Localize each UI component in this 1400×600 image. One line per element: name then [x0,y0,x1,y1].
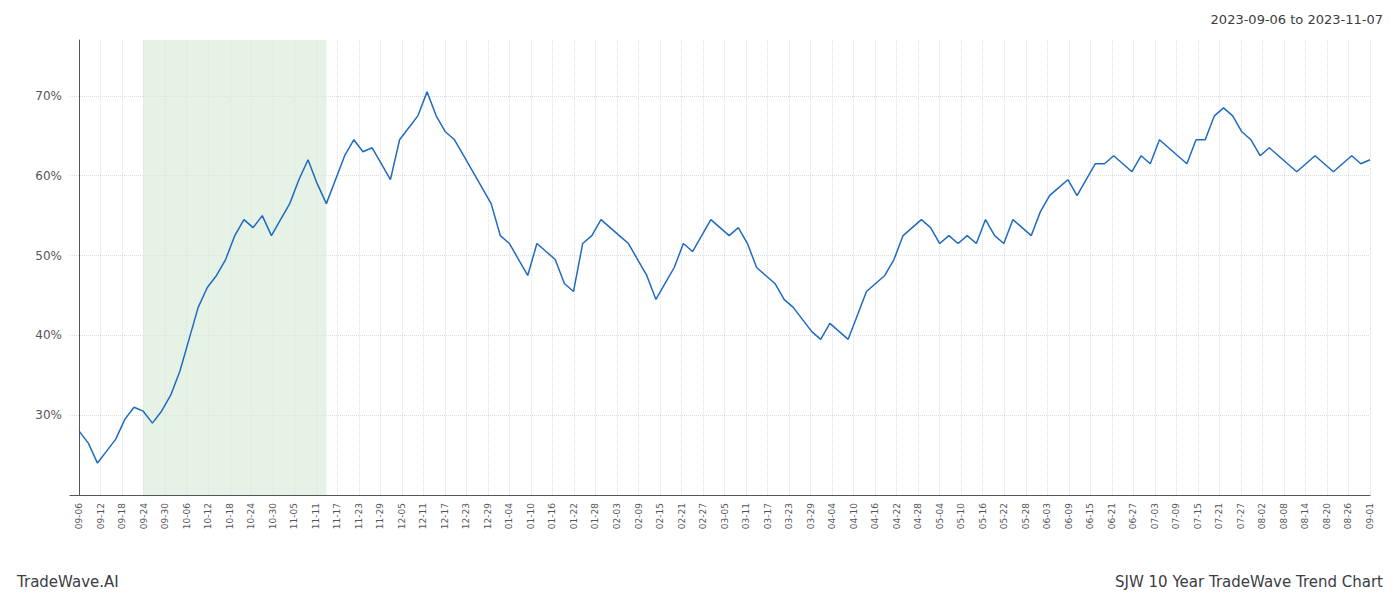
svg-text:01-16: 01-16 [547,503,557,529]
svg-text:11-05: 11-05 [289,503,299,529]
svg-text:06-21: 06-21 [1107,503,1117,529]
svg-text:08-02: 08-02 [1257,503,1267,529]
svg-text:07-03: 07-03 [1150,503,1160,529]
svg-text:12-29: 12-29 [483,503,493,529]
svg-text:08-20: 08-20 [1322,503,1332,529]
svg-text:02-21: 02-21 [677,503,687,529]
svg-text:12-17: 12-17 [440,503,450,529]
svg-text:07-27: 07-27 [1236,503,1246,529]
svg-text:04-10: 04-10 [849,503,859,529]
svg-text:02-15: 02-15 [655,503,665,529]
svg-text:03-23: 03-23 [784,503,794,529]
svg-text:12-23: 12-23 [461,503,471,529]
svg-text:03-17: 03-17 [763,503,773,529]
svg-text:05-10: 05-10 [956,503,966,529]
svg-text:07-15: 07-15 [1193,503,1203,529]
svg-text:2023-09-06 to 2023-11-07: 2023-09-06 to 2023-11-07 [1211,12,1383,27]
svg-text:09-24: 09-24 [139,503,149,529]
svg-text:09-30: 09-30 [160,503,170,529]
svg-text:TradeWave.AI: TradeWave.AI [16,573,119,591]
svg-text:09-06: 09-06 [74,503,84,529]
svg-text:11-17: 11-17 [332,503,342,529]
svg-text:07-21: 07-21 [1214,503,1224,529]
svg-text:01-28: 01-28 [590,503,600,529]
svg-text:60%: 60% [35,169,62,183]
svg-text:05-16: 05-16 [978,503,988,529]
svg-text:40%: 40% [35,328,62,342]
svg-text:SJW 10 Year TradeWave Trend Ch: SJW 10 Year TradeWave Trend Chart [1115,573,1383,591]
svg-text:06-27: 06-27 [1128,503,1138,529]
svg-text:05-22: 05-22 [999,503,1009,529]
svg-text:06-03: 06-03 [1042,503,1052,529]
svg-text:04-04: 04-04 [827,503,837,529]
svg-text:04-22: 04-22 [892,503,902,529]
svg-text:06-09: 06-09 [1064,503,1074,529]
svg-text:12-11: 12-11 [418,503,428,529]
svg-text:10-06: 10-06 [182,503,192,529]
svg-text:11-29: 11-29 [375,503,385,529]
svg-text:10-12: 10-12 [203,503,213,529]
svg-text:05-28: 05-28 [1021,503,1031,529]
svg-text:03-29: 03-29 [806,503,816,529]
svg-text:12-05: 12-05 [397,503,407,529]
svg-text:04-16: 04-16 [870,503,880,529]
svg-text:10-30: 10-30 [268,503,278,529]
svg-text:07-09: 07-09 [1171,503,1181,529]
svg-text:11-23: 11-23 [354,503,364,529]
svg-text:05-04: 05-04 [935,503,945,529]
svg-text:02-03: 02-03 [612,503,622,529]
svg-text:03-11: 03-11 [741,503,751,529]
svg-text:03-05: 03-05 [720,503,730,529]
svg-text:01-04: 01-04 [504,503,514,529]
svg-text:01-10: 01-10 [526,503,536,529]
svg-text:10-24: 10-24 [246,503,256,529]
svg-text:10-18: 10-18 [225,503,235,529]
svg-text:06-15: 06-15 [1085,503,1095,529]
svg-text:30%: 30% [35,408,62,422]
svg-text:09-18: 09-18 [117,503,127,529]
svg-text:50%: 50% [35,249,62,263]
svg-text:08-26: 08-26 [1343,503,1353,529]
svg-text:09-01: 09-01 [1365,503,1375,529]
svg-text:08-14: 08-14 [1300,503,1310,529]
svg-text:02-27: 02-27 [698,503,708,529]
svg-text:08-08: 08-08 [1279,503,1289,529]
svg-text:02-09: 02-09 [634,503,644,529]
svg-text:09-12: 09-12 [96,503,106,529]
svg-text:01-22: 01-22 [569,503,579,529]
svg-text:11-11: 11-11 [311,503,321,529]
svg-text:04-28: 04-28 [913,503,923,529]
svg-text:70%: 70% [35,89,62,103]
